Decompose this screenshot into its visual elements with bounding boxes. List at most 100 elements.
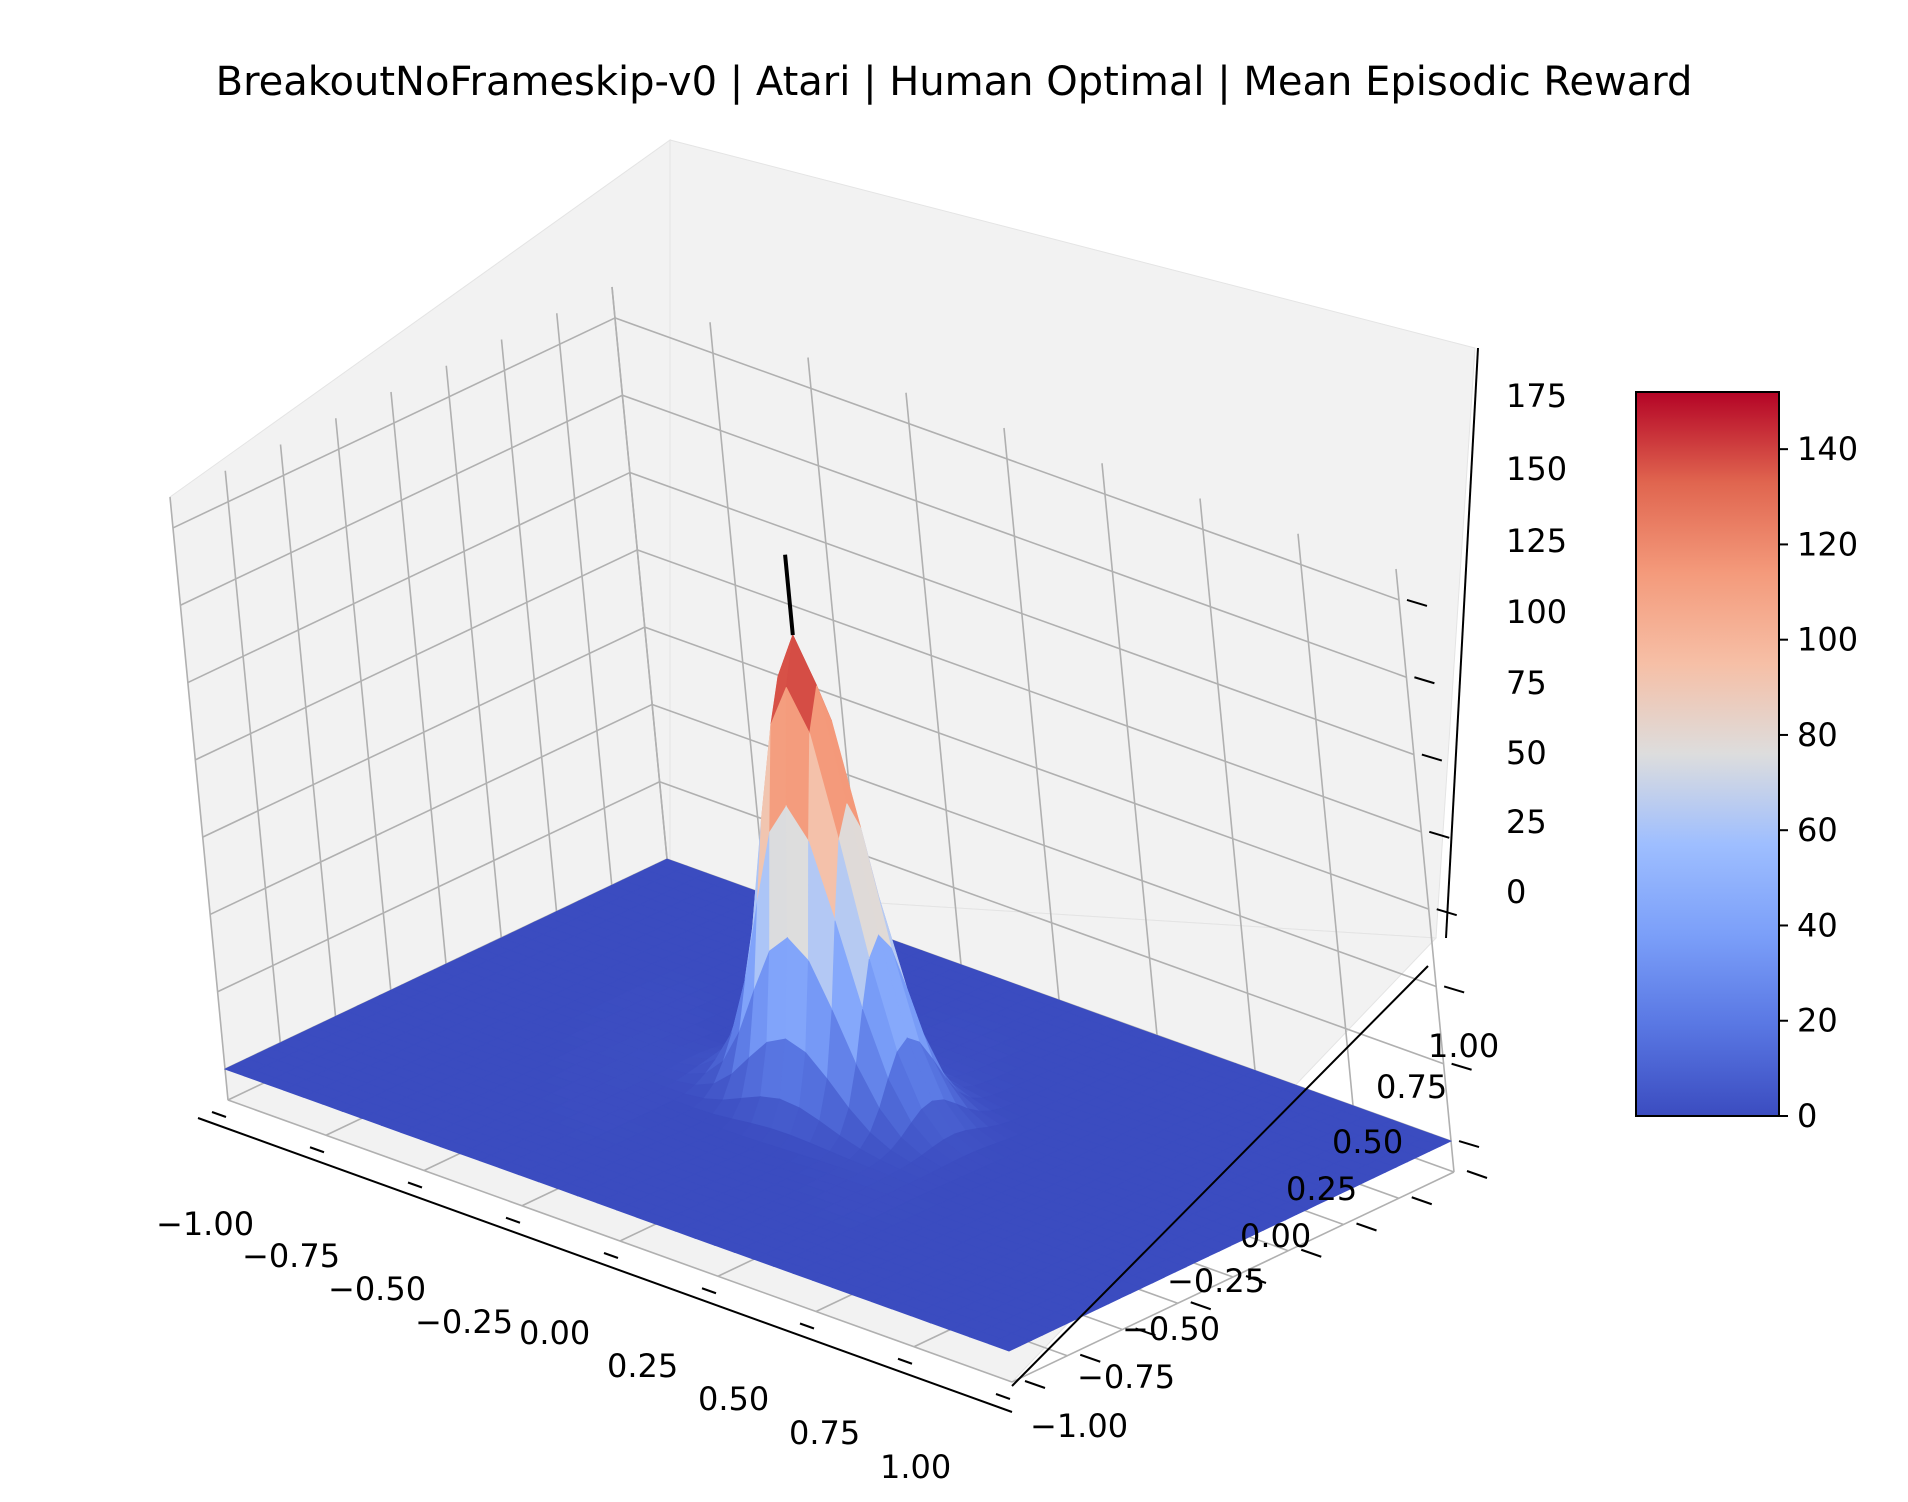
grid-line xyxy=(905,392,965,996)
grid-line xyxy=(187,471,631,684)
surface-plot xyxy=(223,633,1453,1352)
grid-line xyxy=(1297,533,1357,1137)
x-tick-label: −0.50 xyxy=(328,1270,426,1308)
grid-line xyxy=(614,317,1400,601)
grid-line xyxy=(644,626,1429,910)
axis-lines xyxy=(197,347,1488,1413)
y-tick-label: −0.50 xyxy=(1122,1310,1220,1348)
y-tick-mark xyxy=(1024,1380,1046,1389)
surface-facet xyxy=(988,1338,1022,1352)
colorbar-gradient xyxy=(1635,391,1780,1117)
z-tick-mark xyxy=(1436,908,1458,917)
grid-line xyxy=(445,365,506,969)
grid-line xyxy=(709,322,769,926)
x-tick-label: 0.50 xyxy=(698,1380,769,1418)
y-tick-mark xyxy=(1190,1301,1212,1311)
grid-line xyxy=(622,394,1407,678)
colorbar-ticks: 0 20 40 60 80 100 120 140 xyxy=(1779,430,1858,1135)
z-tick-label: 150 xyxy=(1506,450,1567,488)
colorbar-tick-label: 140 xyxy=(1797,430,1858,468)
grid-line xyxy=(1011,1171,1455,1383)
grid-line xyxy=(637,549,1422,833)
x-tick-mark xyxy=(505,1216,521,1224)
grid-line xyxy=(279,444,340,1048)
z-tick-label: 25 xyxy=(1506,803,1547,841)
y-tick-mark xyxy=(1356,1222,1377,1232)
grid-line xyxy=(629,471,1415,756)
grid-line xyxy=(224,470,285,1074)
grid-line xyxy=(202,626,646,838)
colorbar-tick-label: 0 xyxy=(1797,1097,1817,1135)
z-tick-label: 75 xyxy=(1506,664,1547,702)
z-tick-label: 0 xyxy=(1506,873,1526,911)
x-tick-label: −0.75 xyxy=(242,1237,340,1275)
z-tick-mark xyxy=(1428,830,1450,839)
z-tick-mark xyxy=(1443,985,1465,994)
x-tick-mark xyxy=(995,1393,1011,1400)
grid-line xyxy=(390,391,450,996)
z-tick-mark xyxy=(1406,598,1428,607)
grid-line xyxy=(611,286,671,891)
y-tick-mark xyxy=(1466,1170,1488,1179)
y-tick-label: −0.25 xyxy=(1167,1262,1265,1300)
y-axis-ticks: −1.00 −0.75 −0.50 −0.25 0.00 0.25 0.50 0… xyxy=(1030,1027,1499,1445)
x-tick-label: 0.00 xyxy=(519,1314,590,1352)
grid-line xyxy=(1199,498,1259,1102)
surface-facet xyxy=(769,805,788,952)
x-tick-label: −1.00 xyxy=(156,1205,254,1243)
colorbar-tick-label: 100 xyxy=(1797,621,1858,659)
x-tick-mark xyxy=(407,1181,423,1189)
colorbar: 0 20 40 60 80 100 120 140 xyxy=(1635,391,1858,1135)
x-tick-mark xyxy=(309,1146,325,1154)
colorbar-tick-label: 40 xyxy=(1797,907,1838,945)
surface-facet xyxy=(766,936,788,1043)
grid-line xyxy=(172,317,616,529)
z-tick-label: 50 xyxy=(1506,734,1547,772)
grid-line xyxy=(1003,427,1063,1032)
grid-line xyxy=(194,549,638,761)
z-tick-mark xyxy=(1414,676,1435,685)
x-tick-mark xyxy=(603,1252,619,1259)
grid-line xyxy=(1101,463,1161,1067)
x-tick-mark xyxy=(799,1322,815,1330)
y-tick-mark xyxy=(1411,1196,1433,1206)
y-tick-mark xyxy=(1079,1353,1101,1363)
y-tick-label: 1.00 xyxy=(1428,1027,1499,1065)
y-tick-mark xyxy=(1245,1275,1267,1284)
grid-line xyxy=(209,703,653,916)
colorbar-tick-label: 120 xyxy=(1797,525,1858,563)
z-tick-mark xyxy=(1421,753,1443,762)
z-tick-label: 100 xyxy=(1506,593,1567,631)
grid-line xyxy=(555,313,616,917)
x-tick-mark xyxy=(897,1357,913,1365)
grid-line xyxy=(169,496,229,1101)
y-tick-label: −1.00 xyxy=(1030,1407,1128,1445)
y-tick-label: 0.25 xyxy=(1286,1170,1357,1208)
y-axis-line xyxy=(1011,965,1429,1387)
y-tick-label: −0.75 xyxy=(1077,1358,1175,1396)
x-tick-label: 1.00 xyxy=(880,1448,951,1486)
z-tick-label: 125 xyxy=(1506,522,1567,560)
optimum-marker xyxy=(783,554,795,636)
x-tick-mark xyxy=(701,1287,717,1295)
z-axis-ticks: 0 25 50 75 100 125 150 175 xyxy=(1506,377,1567,911)
grid-line xyxy=(180,394,623,606)
grid-line xyxy=(1395,568,1455,1173)
x-tick-label: −0.25 xyxy=(415,1303,513,1341)
y-tick-label: 0.00 xyxy=(1240,1217,1311,1255)
z-tick-label: 175 xyxy=(1506,377,1567,415)
y-tick-mark xyxy=(1135,1327,1156,1337)
colorbar-tick-label: 20 xyxy=(1797,1002,1838,1040)
colorbar-tick-label: 80 xyxy=(1797,716,1838,754)
y-tick-label: 0.75 xyxy=(1376,1068,1447,1106)
x-tick-mark xyxy=(211,1111,227,1118)
x-axis-line xyxy=(197,1117,1013,1413)
y-tick-mark xyxy=(1300,1248,1322,1258)
grid-line xyxy=(334,418,395,1022)
grid-line xyxy=(217,781,660,993)
z-tick-mark xyxy=(1451,1062,1472,1071)
z-tick-mark xyxy=(1458,1140,1480,1149)
x-tick-label: 0.25 xyxy=(607,1347,678,1385)
colorbar-tick-label: 60 xyxy=(1797,811,1838,849)
